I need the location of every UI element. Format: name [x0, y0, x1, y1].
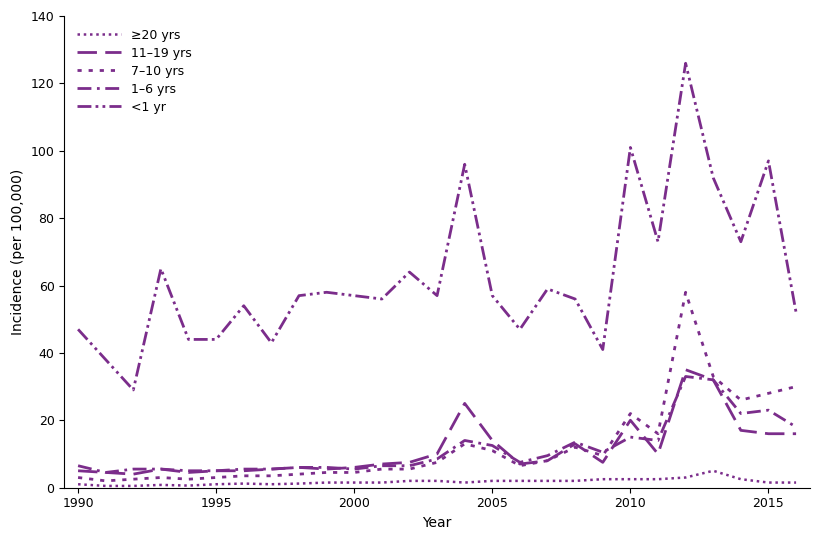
- Legend: ≥20 yrs, 11–19 yrs, 7–10 yrs, 1–6 yrs, <1 yr: ≥20 yrs, 11–19 yrs, 7–10 yrs, 1–6 yrs, <…: [71, 22, 198, 120]
- Y-axis label: Incidence (per 100,000): Incidence (per 100,000): [11, 169, 25, 335]
- X-axis label: Year: Year: [422, 516, 452, 530]
